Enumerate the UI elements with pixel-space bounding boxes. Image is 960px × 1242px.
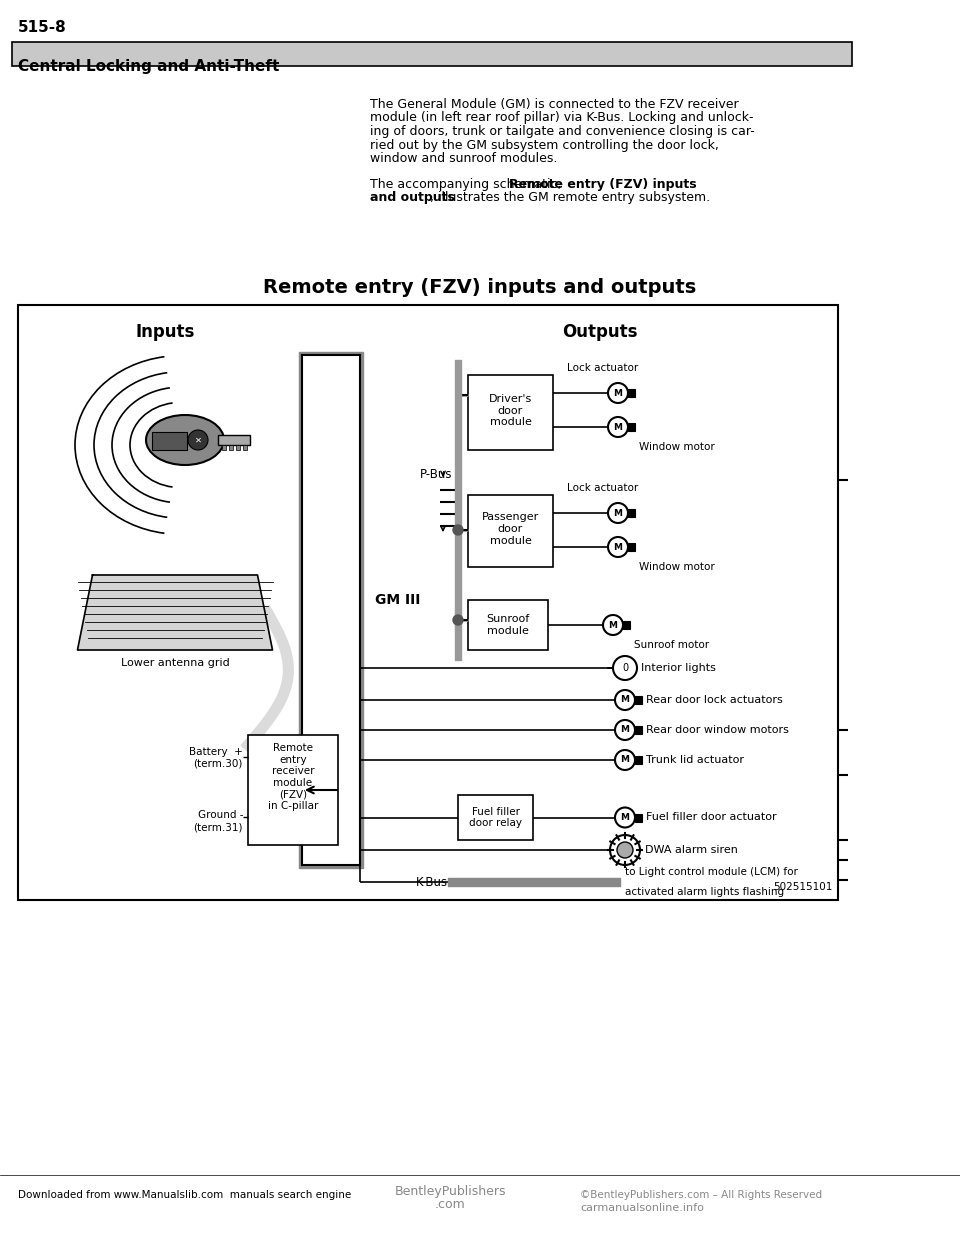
Ellipse shape xyxy=(146,415,224,465)
Text: Rear door window motors: Rear door window motors xyxy=(646,725,789,735)
Text: Sunroof motor: Sunroof motor xyxy=(634,640,709,650)
Text: M: M xyxy=(620,814,630,822)
Bar xyxy=(623,621,630,628)
Text: Fuel filler door actuator: Fuel filler door actuator xyxy=(646,812,777,822)
Bar xyxy=(299,351,363,868)
Text: GM III: GM III xyxy=(375,592,420,607)
Text: to Light control module (LCM) for: to Light control module (LCM) for xyxy=(625,867,798,877)
Bar xyxy=(302,355,360,864)
Bar xyxy=(152,432,187,450)
Text: Rear door lock actuators: Rear door lock actuators xyxy=(646,696,782,705)
Circle shape xyxy=(603,615,623,635)
Text: Battery  +: Battery + xyxy=(189,746,243,758)
Text: ing of doors, trunk or tailgate and convenience closing is car-: ing of doors, trunk or tailgate and conv… xyxy=(370,125,755,138)
Text: The General Module (GM) is connected to the FZV receiver: The General Module (GM) is connected to … xyxy=(370,98,738,111)
Bar xyxy=(468,375,553,450)
Text: and outputs: and outputs xyxy=(370,191,455,205)
Text: (term.31): (term.31) xyxy=(194,822,243,832)
Text: Remote entry (FZV) inputs: Remote entry (FZV) inputs xyxy=(509,178,696,191)
Text: 502515101: 502515101 xyxy=(774,882,833,892)
Text: M: M xyxy=(613,543,622,551)
Text: M: M xyxy=(620,725,630,734)
Bar xyxy=(628,424,635,431)
Text: The accompanying schematic,: The accompanying schematic, xyxy=(370,178,565,191)
Text: 0: 0 xyxy=(622,663,628,673)
Text: ✕: ✕ xyxy=(195,436,202,445)
Bar xyxy=(18,306,838,900)
Text: Window motor: Window motor xyxy=(639,561,715,573)
Circle shape xyxy=(615,750,635,770)
Text: Trunk lid actuator: Trunk lid actuator xyxy=(646,755,744,765)
Bar xyxy=(218,435,250,445)
Bar xyxy=(635,696,642,704)
Bar xyxy=(635,756,642,764)
Bar xyxy=(635,814,642,821)
Text: Lower antenna grid: Lower antenna grid xyxy=(121,658,229,668)
Text: M: M xyxy=(613,389,622,397)
Text: M: M xyxy=(613,422,622,431)
Text: Lock actuator: Lock actuator xyxy=(567,363,638,373)
Text: M: M xyxy=(620,696,630,704)
Circle shape xyxy=(608,503,628,523)
Text: activated alarm lights flashing: activated alarm lights flashing xyxy=(625,887,784,897)
Circle shape xyxy=(615,720,635,740)
Text: Lock actuator: Lock actuator xyxy=(567,483,638,493)
Bar xyxy=(628,389,635,397)
Bar xyxy=(222,445,226,450)
Bar xyxy=(468,496,553,568)
Circle shape xyxy=(453,615,463,625)
Bar xyxy=(248,735,338,845)
Bar xyxy=(243,445,247,450)
Circle shape xyxy=(608,537,628,556)
Text: M: M xyxy=(613,508,622,518)
Text: 515-8: 515-8 xyxy=(18,21,67,36)
Polygon shape xyxy=(78,575,273,650)
Text: module (in left rear roof pillar) via K-Bus. Locking and unlock-: module (in left rear roof pillar) via K-… xyxy=(370,112,754,124)
Text: Driver's
door
module: Driver's door module xyxy=(489,394,532,427)
Text: Remote entry (FZV) inputs and outputs: Remote entry (FZV) inputs and outputs xyxy=(263,278,697,297)
Text: ©BentleyPublishers.com – All Rights Reserved: ©BentleyPublishers.com – All Rights Rese… xyxy=(580,1190,822,1200)
Text: window and sunroof modules.: window and sunroof modules. xyxy=(370,152,558,165)
Bar xyxy=(229,445,233,450)
Text: Sunroof
module: Sunroof module xyxy=(487,615,530,636)
Bar xyxy=(236,445,240,450)
Circle shape xyxy=(615,691,635,710)
Bar xyxy=(458,795,533,840)
Circle shape xyxy=(615,807,635,827)
Text: Remote
entry
receiver
module
(FZV)
in C-pillar: Remote entry receiver module (FZV) in C-… xyxy=(268,743,318,811)
Text: M: M xyxy=(620,755,630,765)
Text: .com: .com xyxy=(435,1199,466,1211)
Text: P-Bus: P-Bus xyxy=(420,468,452,482)
Text: (term.30): (term.30) xyxy=(194,759,243,769)
Circle shape xyxy=(617,842,633,858)
Circle shape xyxy=(608,417,628,437)
Circle shape xyxy=(453,525,463,535)
Text: DWA alarm siren: DWA alarm siren xyxy=(645,845,738,854)
Bar xyxy=(12,42,852,66)
Bar xyxy=(635,727,642,734)
Text: ried out by the GM subsystem controlling the door lock,: ried out by the GM subsystem controlling… xyxy=(370,139,719,152)
Circle shape xyxy=(608,383,628,402)
Bar xyxy=(628,543,635,551)
Text: Passenger
door
module: Passenger door module xyxy=(482,513,540,545)
Text: K-Bus: K-Bus xyxy=(416,876,448,888)
Text: Inputs: Inputs xyxy=(135,323,195,342)
Bar xyxy=(468,600,548,650)
Text: Fuel filler
door relay: Fuel filler door relay xyxy=(469,807,522,828)
Text: Downloaded from www.Manualslib.com  manuals search engine: Downloaded from www.Manualslib.com manua… xyxy=(18,1190,351,1200)
Circle shape xyxy=(613,656,637,681)
Circle shape xyxy=(610,835,640,864)
Circle shape xyxy=(188,430,208,450)
Text: Ground -: Ground - xyxy=(198,810,243,820)
Text: M: M xyxy=(609,621,617,630)
Text: Outputs: Outputs xyxy=(563,323,637,342)
Text: carmanualsonline.info: carmanualsonline.info xyxy=(580,1203,704,1213)
Text: , illustrates the GM remote entry subsystem.: , illustrates the GM remote entry subsys… xyxy=(430,191,710,205)
Bar xyxy=(628,509,635,517)
Text: Window motor: Window motor xyxy=(639,442,715,452)
Text: Interior lights: Interior lights xyxy=(641,663,716,673)
Text: BentleyPublishers: BentleyPublishers xyxy=(395,1185,506,1199)
Text: Central Locking and Anti-Theft: Central Locking and Anti-Theft xyxy=(18,58,279,73)
